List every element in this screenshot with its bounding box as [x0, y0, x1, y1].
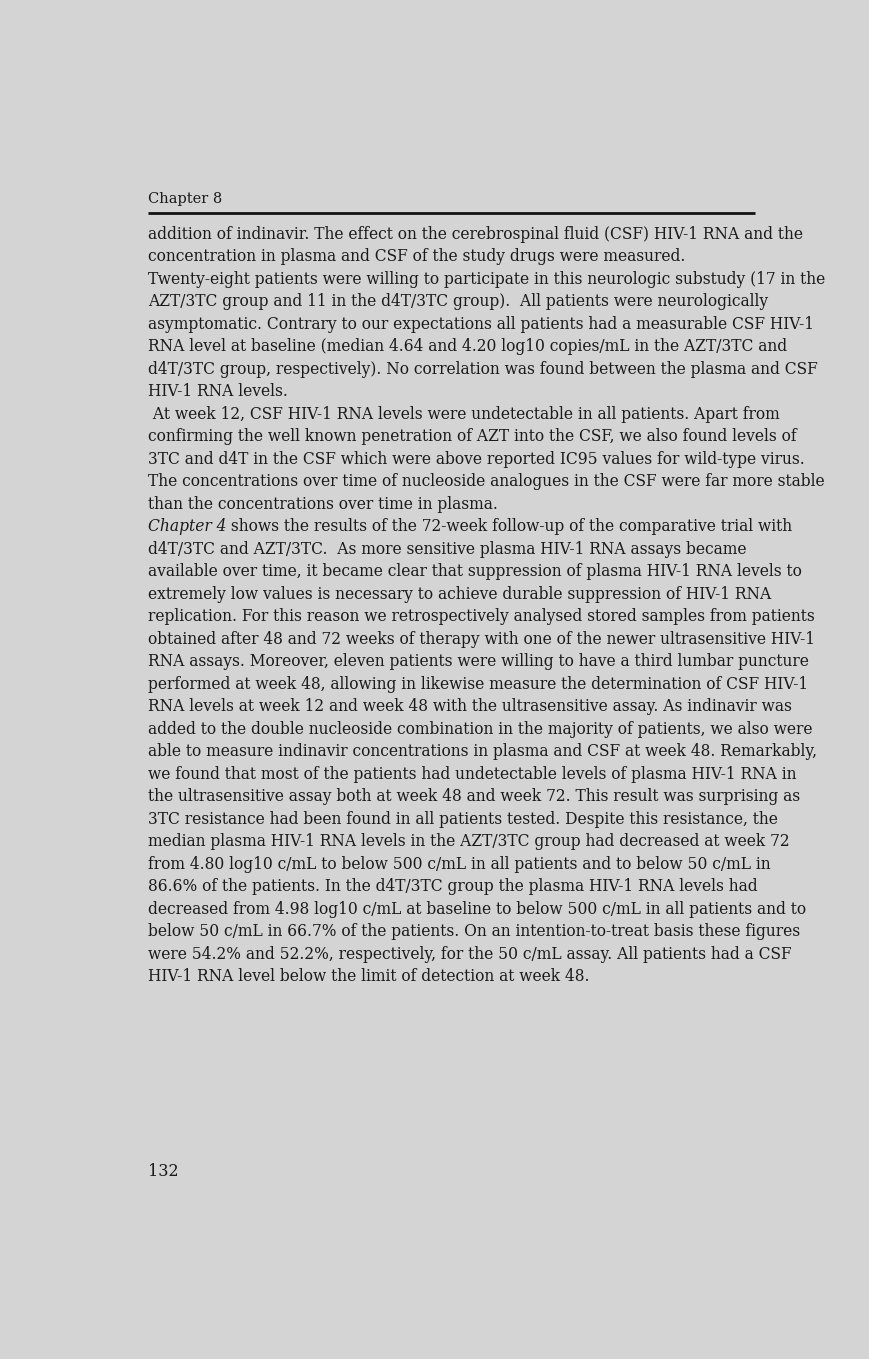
Text: confirming the well known penetration of AZT into the CSF, we also found levels : confirming the well known penetration of…	[148, 428, 795, 446]
Text: 3TC resistance had been found in all patients tested. Despite this resistance, t: 3TC resistance had been found in all pat…	[148, 811, 777, 828]
Text: performed at week 48, allowing in likewise measure the determination of CSF HIV-: performed at week 48, allowing in likewi…	[148, 675, 807, 693]
Text: concentration in plasma and CSF of the study drugs were measured.: concentration in plasma and CSF of the s…	[148, 249, 685, 265]
Text: Chapter 8: Chapter 8	[148, 193, 222, 207]
Text: available over time, it became clear that suppression of plasma HIV-1 RNA levels: available over time, it became clear tha…	[148, 564, 801, 580]
Text: the ultrasensitive assay both at week 48 and week 72. This result was surprising: the ultrasensitive assay both at week 48…	[148, 788, 799, 806]
Text: Twenty-eight patients were willing to participate in this neurologic substudy (1: Twenty-eight patients were willing to pa…	[148, 270, 824, 288]
Text: HIV-1 RNA levels.: HIV-1 RNA levels.	[148, 383, 288, 401]
Text: than the concentrations over time in plasma.: than the concentrations over time in pla…	[148, 496, 497, 512]
Text: addition of indinavir. The effect on the cerebrospinal fluid (CSF) HIV-1 RNA and: addition of indinavir. The effect on the…	[148, 226, 802, 243]
Text: HIV-1 RNA level below the limit of detection at week 48.: HIV-1 RNA level below the limit of detec…	[148, 969, 588, 985]
Text: 132: 132	[148, 1163, 178, 1180]
Text: replication. For this reason we retrospectively analysed stored samples from pat: replication. For this reason we retrospe…	[148, 609, 813, 625]
Text: RNA assays. Moreover, eleven patients were willing to have a third lumbar punctu: RNA assays. Moreover, eleven patients we…	[148, 654, 808, 670]
Text: decreased from 4.98 log10 c/mL at baseline to below 500 c/mL in all patients and: decreased from 4.98 log10 c/mL at baseli…	[148, 901, 805, 917]
Text: d4T/3TC group, respectively). No correlation was found between the plasma and CS: d4T/3TC group, respectively). No correla…	[148, 361, 817, 378]
Text: obtained after 48 and 72 weeks of therapy with one of the newer ultrasensitive H: obtained after 48 and 72 weeks of therap…	[148, 631, 814, 648]
Text: asymptomatic. Contrary to our expectations all patients had a measurable CSF HIV: asymptomatic. Contrary to our expectatio…	[148, 315, 813, 333]
Text: from 4.80 log10 c/mL to below 500 c/mL in all patients and to below 50 c/mL in: from 4.80 log10 c/mL to below 500 c/mL i…	[148, 856, 770, 872]
Text: added to the double nucleoside combination in the majority of patients, we also : added to the double nucleoside combinati…	[148, 720, 812, 738]
Text: below 50 c/mL in 66.7% of the patients. On an intention-to-treat basis these fig: below 50 c/mL in 66.7% of the patients. …	[148, 923, 799, 940]
Text: able to measure indinavir concentrations in plasma and CSF at week 48. Remarkabl: able to measure indinavir concentrations…	[148, 743, 816, 760]
Text: 3TC and d4T in the CSF which were above reported IC95 values for wild-type virus: 3TC and d4T in the CSF which were above …	[148, 451, 804, 467]
Text: Chapter 4: Chapter 4	[148, 518, 226, 535]
Text: extremely low values is necessary to achieve durable suppression of HIV-1 RNA: extremely low values is necessary to ach…	[148, 586, 770, 603]
Text: RNA levels at week 12 and week 48 with the ultrasensitive assay. As indinavir wa: RNA levels at week 12 and week 48 with t…	[148, 699, 791, 715]
Text: we found that most of the patients had undetectable levels of plasma HIV-1 RNA i: we found that most of the patients had u…	[148, 766, 795, 783]
Text: 86.6% of the patients. In the d4T/3TC group the plasma HIV-1 RNA levels had: 86.6% of the patients. In the d4T/3TC gr…	[148, 878, 757, 896]
Text: were 54.2% and 52.2%, respectively, for the 50 c/mL assay. All patients had a CS: were 54.2% and 52.2%, respectively, for …	[148, 946, 791, 962]
Text: median plasma HIV-1 RNA levels in the AZT/3TC group had decreased at week 72: median plasma HIV-1 RNA levels in the AZ…	[148, 833, 788, 851]
Text: AZT/3TC group and 11 in the d4T/3TC group).  All patients were neurologically: AZT/3TC group and 11 in the d4T/3TC grou…	[148, 294, 767, 310]
Text: At week 12, CSF HIV-1 RNA levels were undetectable in all patients. Apart from: At week 12, CSF HIV-1 RNA levels were un…	[148, 406, 779, 423]
Text: RNA level at baseline (median 4.64 and 4.20 log10 copies/mL in the AZT/3TC and: RNA level at baseline (median 4.64 and 4…	[148, 338, 786, 355]
Text: d4T/3TC and AZT/3TC.  As more sensitive plasma HIV-1 RNA assays became: d4T/3TC and AZT/3TC. As more sensitive p…	[148, 541, 746, 557]
Text: The concentrations over time of nucleoside analogues in the CSF were far more st: The concentrations over time of nucleosi…	[148, 473, 824, 491]
Text: shows the results of the 72-week follow-up of the comparative trial with: shows the results of the 72-week follow-…	[226, 518, 792, 535]
